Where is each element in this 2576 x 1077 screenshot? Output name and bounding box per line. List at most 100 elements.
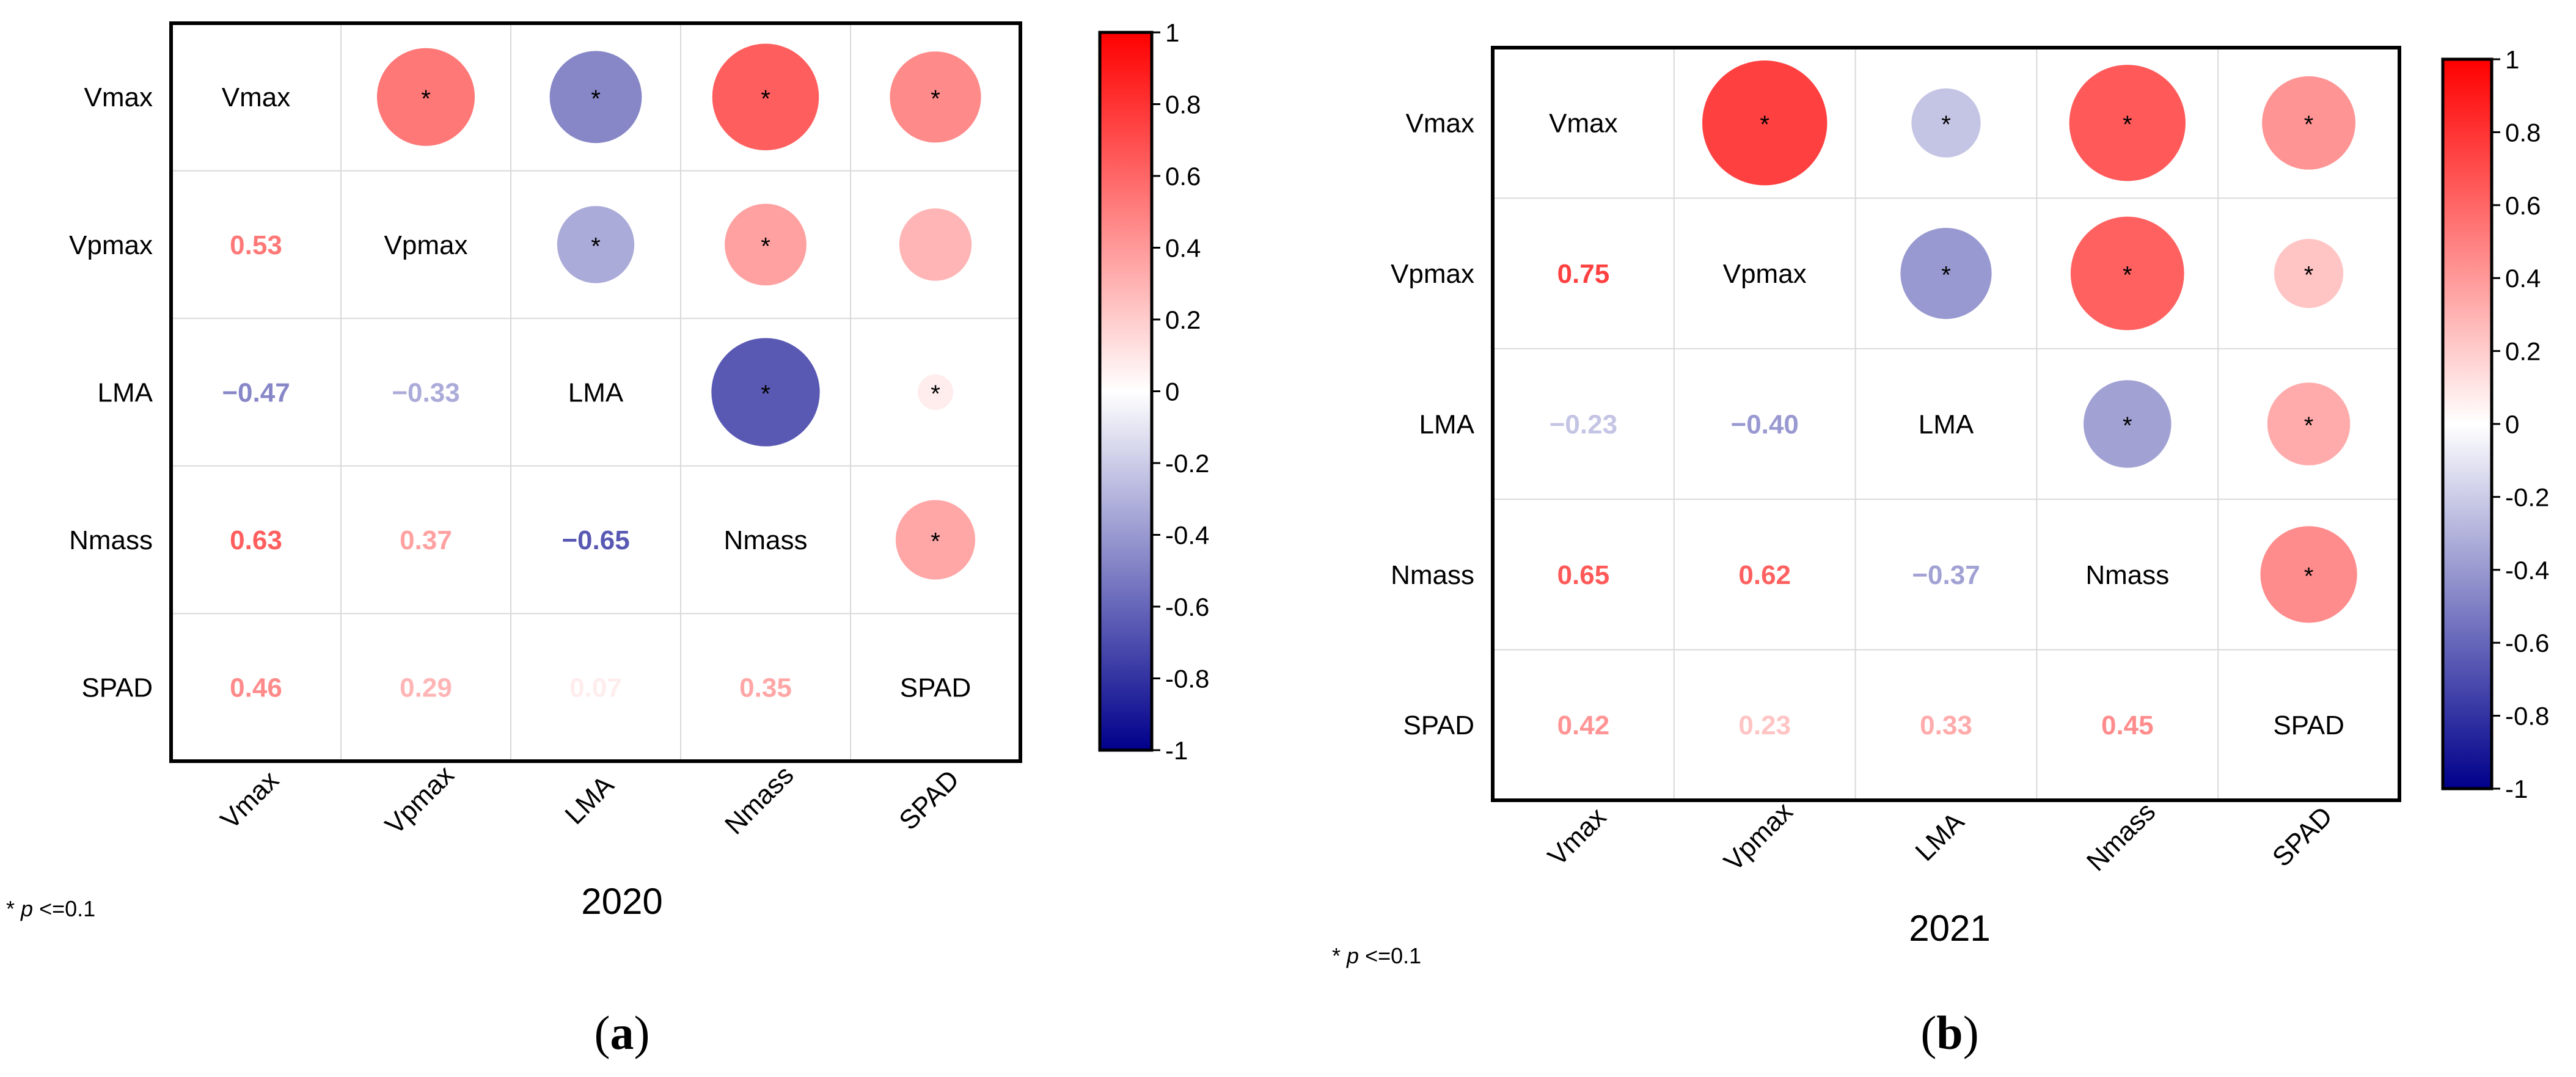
significance-star: * — [591, 233, 601, 260]
significance-star: * — [931, 381, 940, 407]
correlation-value: 0.45 — [2101, 710, 2154, 740]
correlation-circle — [2262, 76, 2356, 170]
correlation-circle — [549, 51, 642, 144]
footnote-condition: <=0.1 — [39, 896, 95, 921]
year-title: 2020 — [581, 881, 662, 922]
correlation-circle — [712, 43, 819, 151]
row-label: Vmax — [84, 82, 153, 112]
correlation-circle — [917, 374, 954, 411]
panel-letter: a — [610, 1006, 634, 1059]
colorbar-tick-label: -1 — [2505, 775, 2528, 803]
column-label: LMA — [1909, 806, 1970, 867]
diagonal-label: LMA — [1919, 409, 1974, 439]
significance-star: * — [1941, 262, 1951, 289]
diagonal-label: Vmax — [1549, 109, 1617, 139]
column-label: Vmax — [215, 765, 285, 835]
correlation-value: 0.63 — [230, 525, 282, 555]
colorbar-tick-label: 0.6 — [1165, 162, 1201, 191]
significance-star: * — [2304, 563, 2314, 590]
colorbar-tick-label: -0.6 — [1165, 593, 1209, 621]
column-label: Vmax — [1542, 802, 1612, 872]
significance-star: * — [421, 86, 431, 112]
row-label: Nmass — [1391, 560, 1474, 590]
correlation-value: −0.37 — [1912, 560, 1980, 590]
column-label: SPAD — [2267, 801, 2338, 872]
column-label: SPAD — [893, 764, 965, 836]
colorbar-tick-label: -0.4 — [2505, 556, 2549, 585]
footnote-variable: p — [1346, 943, 1359, 968]
panel-b-chart: Vmax Vpmax LMA Nmass SPAD 0.75 −0.23 −0.40 0.65 0… — [1332, 45, 2549, 1059]
panel-label: (a) — [595, 1006, 650, 1059]
significance-star: * — [2123, 262, 2132, 289]
significance-star: * — [2123, 412, 2132, 439]
colorbar-tick-label: 0.4 — [2505, 264, 2541, 293]
diagonal-label: SPAD — [2273, 710, 2344, 740]
diagonal-label: Nmass — [2085, 560, 2169, 590]
correlation-value: −0.65 — [562, 525, 629, 555]
correlation-value: 0.75 — [1557, 259, 1610, 289]
correlation-value: 0.62 — [1738, 560, 1791, 590]
significance-star: * — [2304, 412, 2314, 439]
year-title: 2021 — [1909, 908, 1990, 949]
correlation-circle — [725, 203, 807, 286]
correlation-circle — [899, 208, 972, 281]
correlation-circle — [890, 51, 981, 143]
correlation-value: 0.53 — [230, 230, 282, 260]
colorbar — [1098, 31, 1154, 752]
correlation-circle — [1911, 88, 1981, 158]
significance-star: * — [761, 381, 770, 407]
row-label: SPAD — [81, 673, 153, 703]
significance-star: * — [1941, 111, 1951, 138]
significance-star: * — [931, 528, 940, 555]
colorbar-tick-label: 0.4 — [1165, 234, 1201, 263]
column-label: Nmass — [2081, 797, 2161, 877]
colorbar-tick-label: 0.6 — [2505, 191, 2541, 220]
colorbar — [2441, 57, 2494, 790]
panel-letter: b — [1936, 1006, 1963, 1059]
panel-label: (b) — [1920, 1006, 1978, 1059]
colorbar-tick-label: -0.8 — [2505, 702, 2549, 731]
panel-a-chart: Vmax Vpmax LMA Nmass SPAD 0.53 −0.47 −0.33 0.63 0… — [6, 18, 1209, 1059]
correlation-value: 0.35 — [739, 673, 792, 703]
correlation-circle — [895, 500, 976, 580]
correlation-circle — [711, 338, 820, 447]
correlation-value: 0.65 — [1557, 560, 1610, 590]
colorbar-tick-label: 0.8 — [1165, 90, 1201, 119]
correlation-value: 0.42 — [1557, 710, 1610, 740]
colorbar-tick-label: -0.4 — [1165, 521, 1209, 550]
colorbar-tick-label: 0 — [1165, 378, 1179, 406]
correlation-value: 0.46 — [230, 673, 282, 703]
colorbar-tick-label: 0 — [2505, 410, 2519, 439]
correlation-circle — [2070, 216, 2184, 330]
diagonal-label: Vpmax — [384, 230, 468, 260]
correlation-circle — [557, 206, 635, 283]
column-label: Vpmax — [1718, 797, 1798, 877]
correlation-value: −0.23 — [1550, 409, 1617, 439]
column-label: LMA — [559, 770, 620, 830]
colorbar-tick-label: 0.2 — [2505, 337, 2541, 366]
correlation-value: 0.23 — [1738, 710, 1791, 740]
colorbar-tick-label: 1 — [2505, 45, 2519, 74]
correlation-circle — [2274, 239, 2344, 308]
correlation-circle — [376, 48, 475, 146]
correlation-circle — [2084, 380, 2172, 468]
colorbar-tick-label: -0.8 — [1165, 665, 1209, 693]
significance-star: * — [2123, 111, 2132, 138]
correlation-circle — [2069, 65, 2186, 181]
column-label: Vpmax — [379, 760, 459, 840]
significance-footnote: * p <=0.1 — [1332, 943, 1421, 968]
significance-star: * — [761, 233, 770, 260]
significance-star: * — [761, 86, 770, 112]
correlation-value: 0.29 — [400, 673, 452, 703]
colorbar-tick-label: 1 — [1165, 18, 1179, 47]
footnote-condition: <=0.1 — [1365, 943, 1421, 968]
footnote-variable: p — [20, 896, 33, 921]
correlation-value: 0.33 — [1920, 710, 1972, 740]
significance-star: * — [591, 86, 601, 112]
correlation-value: −0.47 — [222, 378, 290, 407]
correlation-circle — [2267, 382, 2351, 465]
row-label: LMA — [1419, 409, 1475, 439]
correlation-circle — [1900, 227, 1992, 319]
colorbar-tick-label: -0.6 — [2505, 629, 2549, 657]
diagonal-label: Vmax — [222, 82, 290, 112]
